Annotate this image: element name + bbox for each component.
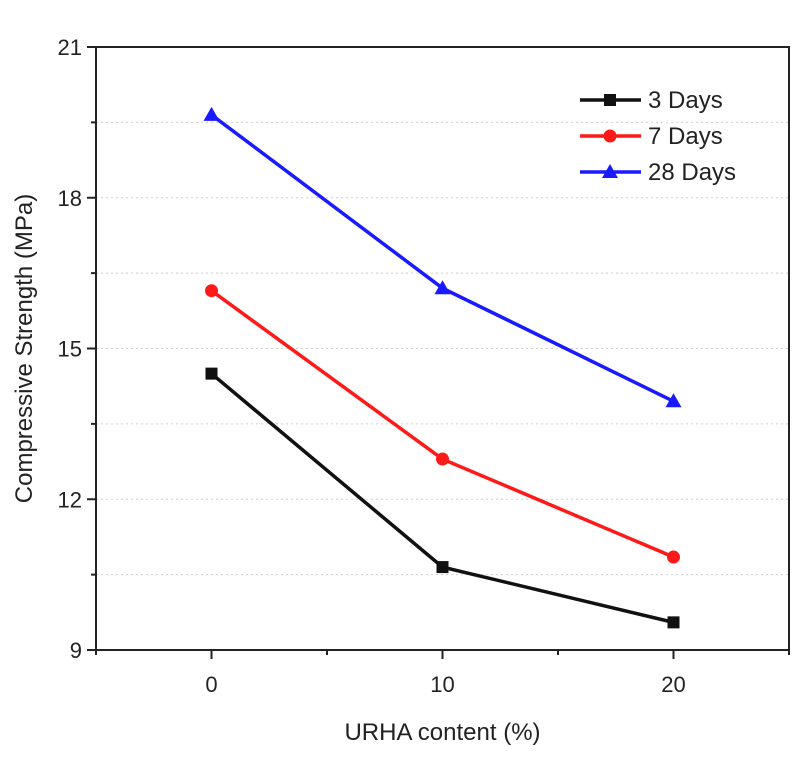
x-tick-label: 0 xyxy=(205,672,217,697)
data-point xyxy=(434,280,451,295)
data-point xyxy=(203,106,220,121)
legend-item: 3 Days xyxy=(580,87,723,114)
y-tick-label: 18 xyxy=(58,186,82,211)
legend-marker xyxy=(602,164,618,178)
y-axis-label: Compressive Strength (MPa) xyxy=(11,194,38,503)
y-tick-label: 21 xyxy=(58,35,82,60)
legend-marker xyxy=(603,129,617,143)
legend: 3 Days 7 Days 28 Days xyxy=(580,87,736,186)
data-point xyxy=(665,393,682,408)
data-point xyxy=(667,616,680,629)
data-point xyxy=(667,550,680,564)
legend-label: 28 Days xyxy=(648,159,736,186)
series-7-days xyxy=(205,284,680,564)
series-3-days xyxy=(205,367,680,629)
legend-item: 28 Days xyxy=(580,159,736,186)
legend-label: 7 Days xyxy=(648,123,723,150)
y-tick-label: 15 xyxy=(58,337,82,362)
y-tick-label: 9 xyxy=(70,638,82,663)
legend-marker xyxy=(604,94,616,106)
x-tick-label: 20 xyxy=(661,672,685,697)
series-line xyxy=(210,113,675,403)
x-axis-label: URHA content (%) xyxy=(344,719,540,746)
legend-label: 3 Days xyxy=(648,87,723,114)
y-tick-label: 12 xyxy=(58,487,82,512)
data-point xyxy=(436,452,449,466)
data-point xyxy=(205,284,218,298)
series-28-days xyxy=(203,106,682,408)
series-group xyxy=(203,106,682,629)
series-line xyxy=(210,372,674,625)
grid-lines xyxy=(96,121,789,576)
legend-item: 7 Days xyxy=(580,123,723,150)
data-point xyxy=(436,561,449,574)
data-point xyxy=(205,367,218,380)
axis-ticks: 9 12 15 18 21 0 10 20 xyxy=(58,35,790,697)
x-tick-label: 10 xyxy=(430,672,454,697)
